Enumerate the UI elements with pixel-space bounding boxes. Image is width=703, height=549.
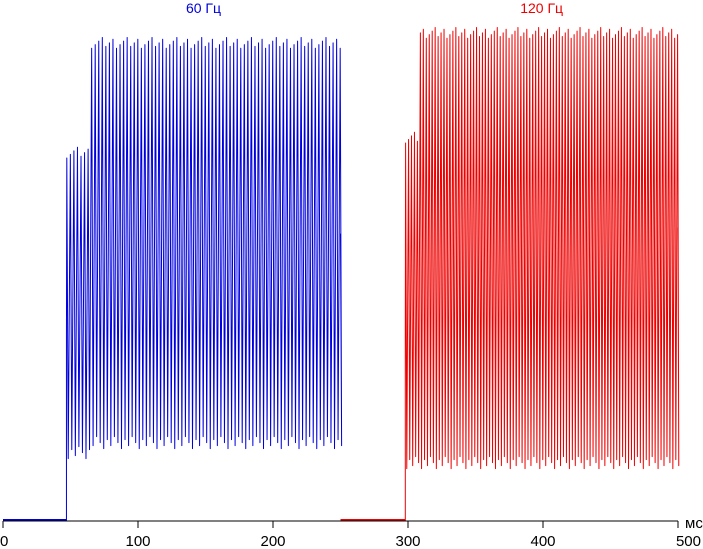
x-tick-label-400: 400 bbox=[530, 533, 555, 549]
x-tick-label-500: 500 bbox=[676, 533, 701, 549]
series-line-120hz bbox=[340, 27, 680, 522]
plot-area: 60 Гц 120 Гц bbox=[3, 0, 680, 522]
series-label-120hz: 120 Гц bbox=[520, 0, 563, 16]
x-tick-label-200: 200 bbox=[260, 533, 285, 549]
x-axis-unit: мс bbox=[685, 515, 703, 532]
x-ticks: 0 100 200 300 400 500 bbox=[0, 521, 701, 549]
x-tick-label-100: 100 bbox=[125, 533, 150, 549]
series-label-60hz: 60 Гц bbox=[186, 0, 221, 16]
series-line-60hz bbox=[3, 37, 343, 522]
x-tick-label-0: 0 bbox=[0, 533, 8, 549]
x-tick-label-300: 300 bbox=[395, 533, 420, 549]
